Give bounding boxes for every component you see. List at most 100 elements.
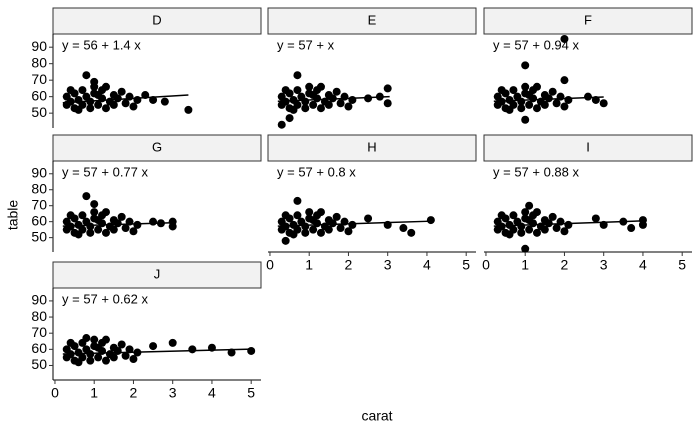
facet-strip [267,7,477,35]
point [627,224,636,233]
point [168,338,177,347]
point [316,228,325,237]
point [129,227,138,236]
x-tick-label: 3 [600,257,608,273]
point [364,214,373,223]
point [324,100,333,109]
y-tick-label: 50 [31,356,47,372]
point [584,92,592,101]
point [281,211,290,220]
point [521,61,530,70]
point [305,208,314,217]
point [344,102,353,111]
point [525,100,534,109]
point [591,214,600,223]
fit-line [62,348,252,355]
point [544,94,553,103]
point [117,212,126,221]
x-tick-label: 2 [345,257,353,273]
point [560,76,569,85]
point [544,219,553,228]
point [316,208,325,217]
point [517,97,526,106]
point [66,86,75,95]
x-tick-label: 1 [305,257,313,273]
point [309,100,318,109]
point [532,208,541,217]
equation: y = 56 + 1.4 x [62,37,141,52]
point [86,356,95,365]
facet-strip [267,134,477,162]
point [364,94,373,103]
point [301,228,310,237]
point [74,230,83,239]
point [316,82,325,91]
fit-line [493,96,604,103]
x-tick-label: 4 [423,257,431,273]
equation: y = 57 + 0.88 x [493,164,580,179]
point [521,208,530,217]
x-tick-label: 2 [130,385,138,401]
point [94,343,103,352]
point [426,216,435,225]
y-tick-label: 80 [31,308,47,324]
point [168,222,177,231]
point [336,224,345,233]
point [188,345,197,354]
point [109,225,118,234]
equation: y = 57 + 0.62 x [62,291,149,306]
y-tick-label: 70 [31,196,47,212]
equation: y = 57 + x [277,37,335,52]
point [82,192,91,201]
point [74,105,83,114]
y-tick-label: 90 [31,292,47,308]
facet-label: J [154,266,161,281]
point [309,216,318,225]
point [309,225,318,234]
point [101,335,110,344]
point [560,227,569,236]
point [552,99,561,108]
fit-line [277,95,390,103]
point [348,220,357,229]
point [540,100,549,109]
point [599,99,608,108]
point [285,114,294,123]
facet-strip [483,134,693,162]
x-tick-label: 0 [266,257,274,273]
point [90,208,99,217]
x-axis-label: carat [361,408,392,424]
point [66,211,75,220]
point [509,86,518,95]
fit-line [62,94,189,104]
point [638,220,647,229]
point [497,211,506,220]
point [125,345,134,354]
point [509,211,518,220]
point [328,219,337,228]
point [552,224,561,233]
facet-label: E [368,12,377,27]
point [540,225,549,234]
point [82,334,91,343]
point [548,212,557,221]
fit-line [277,220,431,227]
point [293,211,302,220]
point [94,353,103,362]
point [517,104,526,113]
point [305,82,314,91]
x-tick-label: 4 [208,385,216,401]
x-tick-label: 2 [561,257,569,273]
point [66,338,75,347]
point [74,358,83,367]
point [78,211,87,220]
point [332,87,341,96]
point [564,220,573,229]
point [564,95,573,104]
point [289,230,298,239]
point [301,104,310,113]
fit-line [493,220,643,227]
point [407,228,416,237]
point [281,86,290,95]
